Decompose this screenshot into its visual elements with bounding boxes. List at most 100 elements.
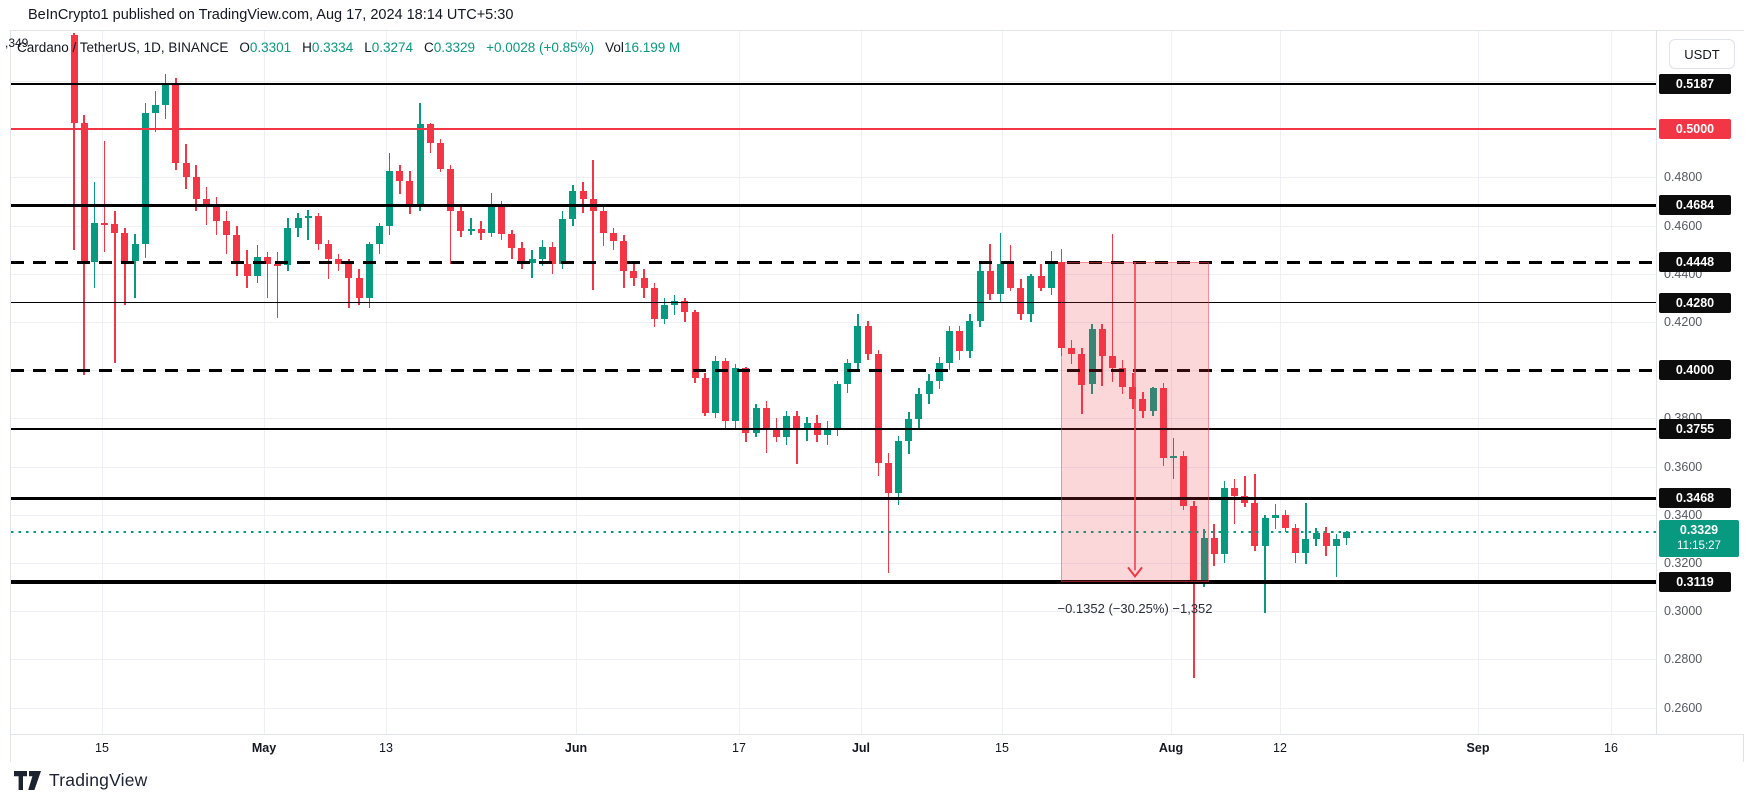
- candle-body: [162, 84, 170, 105]
- candle-body: [742, 368, 750, 433]
- price-level-line[interactable]: [11, 204, 1656, 207]
- price-level-line[interactable]: [11, 580, 1656, 585]
- candle-body: [1007, 264, 1015, 289]
- price-level-label[interactable]: 0.4280: [1659, 292, 1731, 313]
- candle-body: [1108, 355, 1116, 368]
- time-axis[interactable]: 15 May 13 Jun 17 Jul 15 Aug 12 Sep 16: [11, 734, 1743, 762]
- horizontal-gridline: [11, 225, 1656, 227]
- candle-body: [192, 177, 200, 199]
- candle-wick: [73, 32, 75, 250]
- candle-body: [538, 247, 546, 260]
- price-level-label[interactable]: 0.3755: [1659, 419, 1731, 440]
- price-axis-tick: 0.2800: [1664, 652, 1703, 667]
- price-level-line[interactable]: [11, 497, 1656, 500]
- price-level-line[interactable]: [11, 127, 1656, 131]
- plot-area[interactable]: Cardano / TetherUS, 1D, BINANCE O0.3301 …: [11, 31, 1656, 734]
- candle-wick: [1233, 479, 1236, 525]
- candle-wick: [531, 249, 533, 279]
- price-level-label[interactable]: 0.3468: [1659, 488, 1731, 509]
- measurement-zone[interactable]: [1061, 262, 1209, 583]
- currency-toggle-button[interactable]: USDT: [1669, 39, 1735, 69]
- candle-body: [823, 427, 831, 435]
- price-level-line[interactable]: [11, 368, 1656, 372]
- tradingview-attribution[interactable]: TradingView: [14, 770, 148, 791]
- candle-body: [681, 301, 689, 313]
- vertical-gridline: [861, 31, 862, 734]
- vertical-gridline: [739, 31, 740, 734]
- candle-wick: [124, 227, 126, 305]
- candle-body: [691, 312, 699, 378]
- symbol-legend[interactable]: Cardano / TetherUS, 1D, BINANCE O0.3301 …: [17, 40, 680, 55]
- price-level-label[interactable]: 0.5187: [1659, 74, 1731, 94]
- candle-body: [345, 264, 353, 278]
- time-axis-label: 15: [995, 741, 1009, 755]
- candle-body: [396, 171, 404, 182]
- time-axis-label: Jul: [851, 741, 871, 755]
- candle-body: [579, 191, 587, 199]
- candle-body: [386, 171, 394, 226]
- clipped-price-fragment: ,349: [5, 36, 29, 50]
- time-axis-label: 17: [732, 741, 746, 755]
- candle-body: [416, 124, 424, 204]
- candle-body: [437, 143, 444, 170]
- horizontal-gridline: [11, 562, 1656, 564]
- candle-body: [284, 228, 292, 266]
- candle-body: [375, 226, 383, 245]
- price-level-label[interactable]: 0.4448: [1659, 252, 1731, 273]
- price-level-label[interactable]: 0.4000: [1659, 360, 1731, 381]
- price-axis[interactable]: USDT 0.48000.46000.44000.42000.38000.360…: [1656, 31, 1745, 734]
- price-level-line[interactable]: [11, 260, 1656, 264]
- vertical-gridline: [1280, 31, 1281, 734]
- price-level-label[interactable]: 0.3119: [1659, 572, 1731, 593]
- price-level-line[interactable]: [11, 301, 1656, 304]
- candle-body: [996, 264, 1004, 295]
- candle-body: [1332, 538, 1340, 546]
- candle-wick: [103, 141, 106, 252]
- vertical-gridline: [576, 31, 577, 734]
- candle-wick: [796, 411, 798, 465]
- symbol-title[interactable]: Cardano / TetherUS, 1D, BINANCE: [17, 40, 229, 55]
- candle-wick: [1264, 514, 1266, 614]
- price-level-label[interactable]: 0.5000: [1659, 119, 1731, 140]
- candle-body: [182, 162, 190, 178]
- candle-body: [274, 264, 282, 266]
- candle-body: [518, 248, 526, 263]
- candle-body: [121, 233, 129, 262]
- candle-body: [243, 264, 251, 277]
- price-level-label[interactable]: 0.4684: [1659, 195, 1731, 216]
- price-level-line[interactable]: [11, 428, 1656, 431]
- candle-body: [772, 427, 780, 438]
- price-level-line[interactable]: [11, 83, 1656, 85]
- time-axis-label: 13: [379, 741, 393, 755]
- candle-body: [1322, 533, 1330, 546]
- candle-wick: [327, 239, 330, 279]
- candle-body: [986, 271, 994, 295]
- horizontal-gridline: [11, 514, 1656, 516]
- candle-body: [1292, 527, 1300, 553]
- candle-body: [874, 354, 882, 464]
- current-price-label[interactable]: 0.3329 11:15:27: [1659, 519, 1739, 557]
- candle-body: [314, 216, 322, 245]
- candle-body: [793, 415, 801, 431]
- tradingview-logo-icon: [14, 771, 41, 790]
- vertical-gridline: [1002, 31, 1003, 734]
- candle-body: [1129, 387, 1137, 400]
- candle-body: [1231, 488, 1238, 497]
- candle-body: [233, 235, 241, 264]
- measurement-label[interactable]: −0.1352 (−30.25%) −1,352: [1057, 601, 1213, 616]
- candle-body: [864, 326, 872, 355]
- candle-wick: [470, 218, 472, 236]
- price-axis-tick: 0.4600: [1664, 218, 1703, 233]
- candle-wick: [1305, 503, 1307, 565]
- candle-body: [1088, 329, 1096, 385]
- legend-high: H0.3334: [302, 40, 354, 55]
- legend-close: C0.3329: [424, 40, 476, 55]
- candle-body: [101, 223, 108, 225]
- candle-body: [447, 169, 455, 211]
- candle-body: [732, 368, 740, 422]
- candle-body: [549, 247, 556, 265]
- candle-body: [213, 205, 220, 221]
- horizontal-gridline: [11, 611, 1656, 613]
- candle-body: [650, 288, 658, 320]
